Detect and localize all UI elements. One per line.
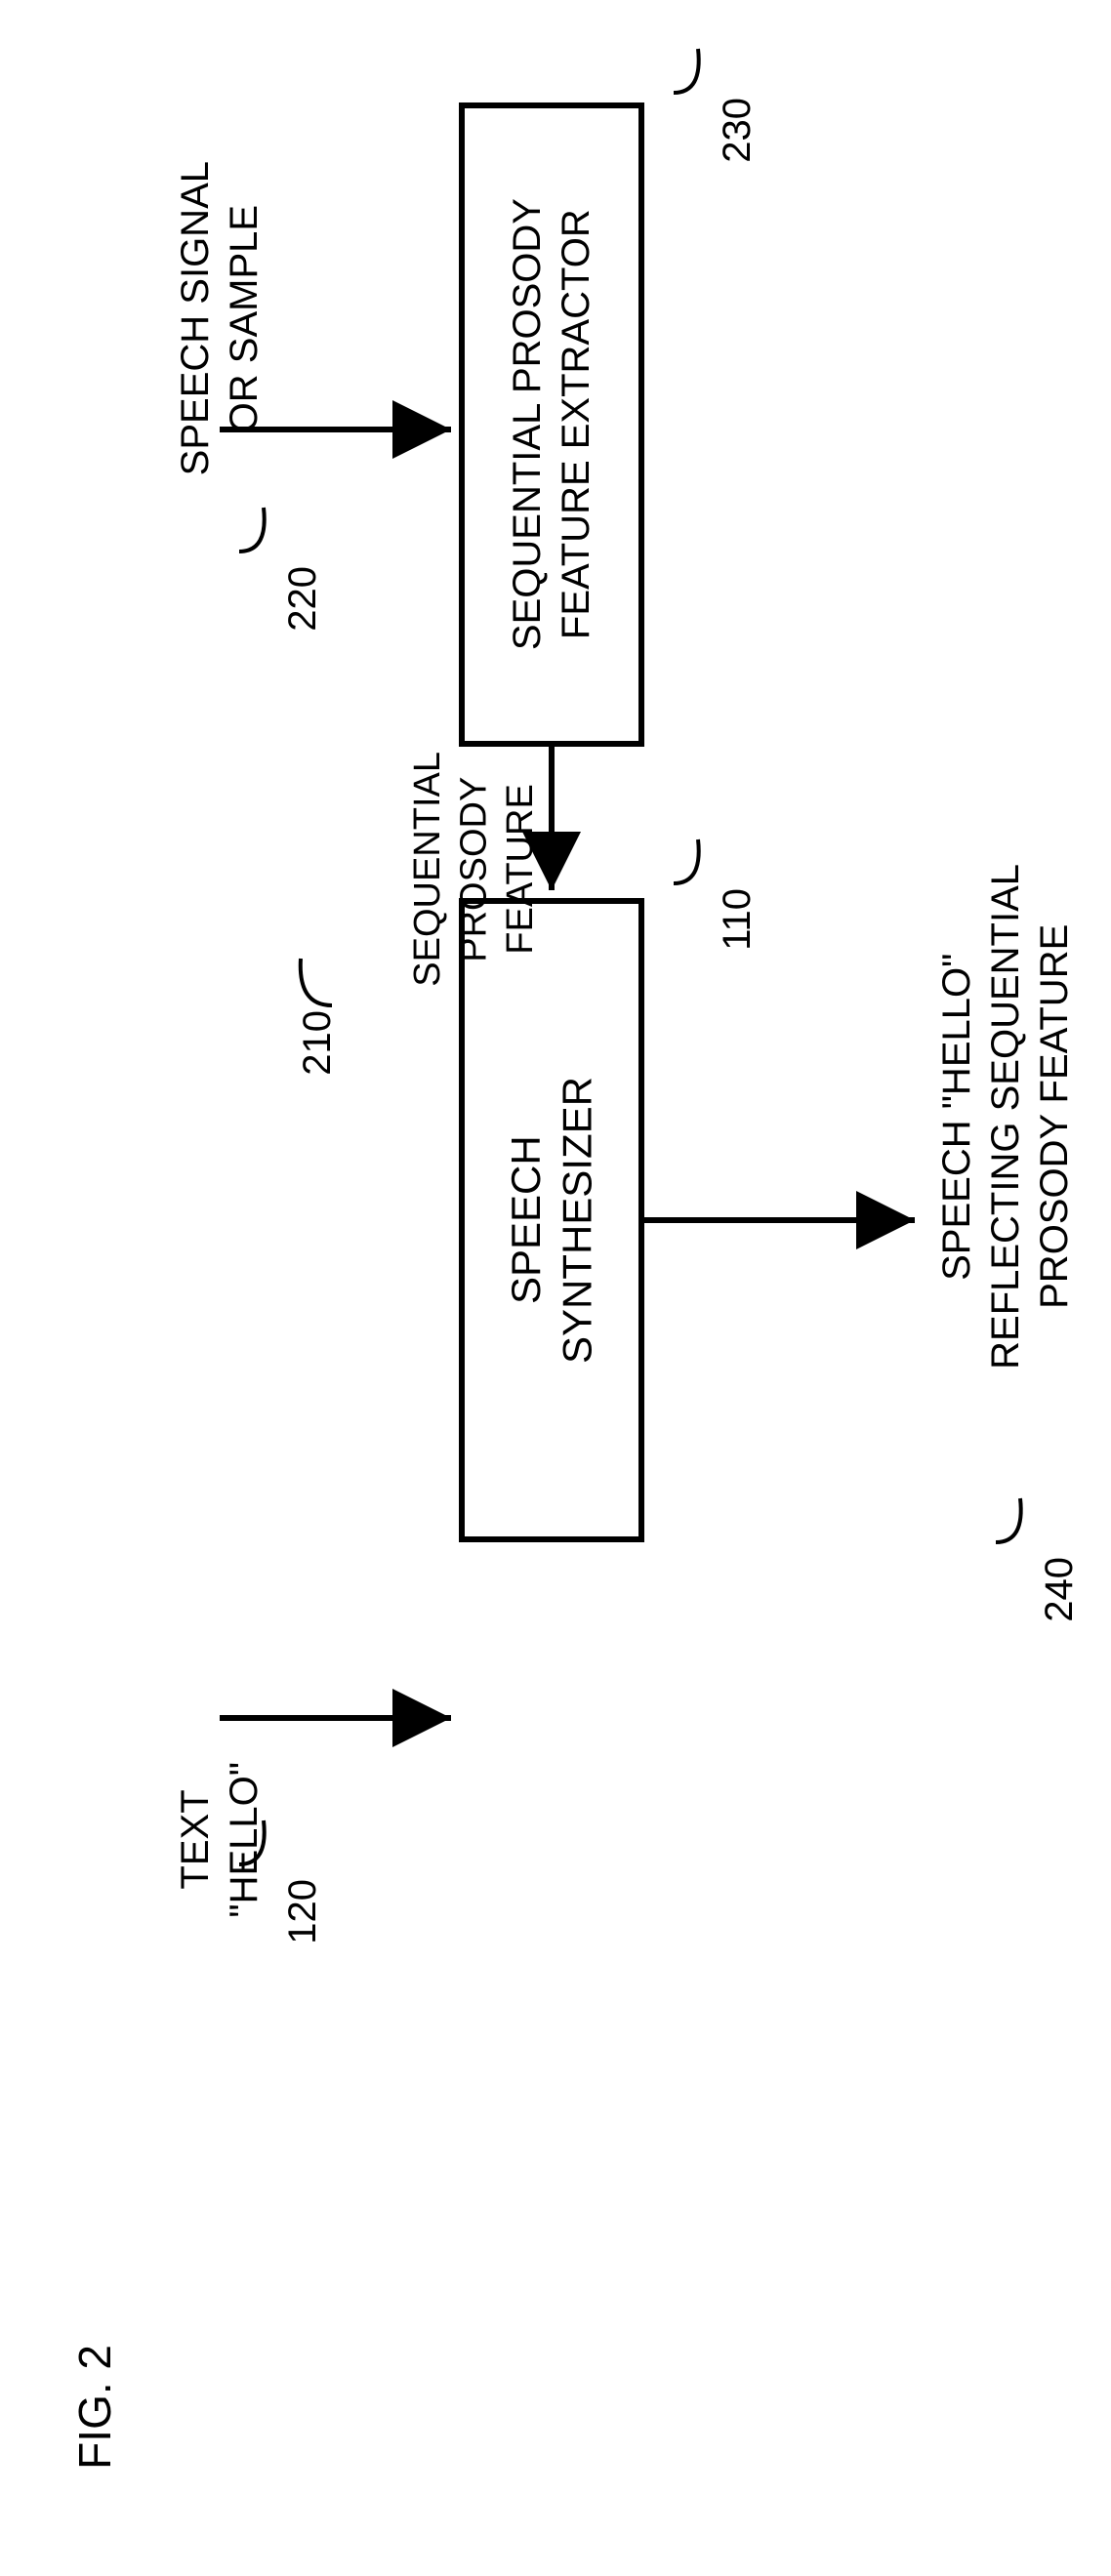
- ref-240: 240: [1035, 1557, 1084, 1622]
- ref-110: 110: [713, 888, 761, 951]
- figure-canvas: FIG. 2 SPEECH SYNTHESIZER SEQUENTIAL PRO…: [0, 0, 1111, 2576]
- hook-110: [674, 839, 699, 883]
- hook-220: [239, 508, 265, 552]
- figure-label-text: FIG. 2: [68, 2345, 121, 2470]
- feature-extractor-box: SEQUENTIAL PROSODY FEATURE EXTRACTOR: [459, 102, 644, 747]
- figure-label: FIG. 2: [68, 2345, 121, 2480]
- hook-230: [674, 49, 699, 93]
- ref-120: 120: [278, 1879, 327, 1944]
- hook-240: [996, 1498, 1021, 1542]
- ref-230: 230: [713, 98, 761, 163]
- ref-210: 210: [293, 1010, 342, 1076]
- text-input-text: TEXT "HELLO": [171, 1762, 268, 1918]
- output-label: SPEECH "HELLO" REFLECTING SEQUENTIAL PRO…: [932, 864, 1079, 1370]
- seq-feature-text: SEQUENTIAL PROSODY FEATURE: [405, 752, 545, 987]
- speech-signal-text: SPEECH SIGNAL OR SAMPLE: [171, 161, 268, 475]
- hook-210: [301, 959, 332, 1005]
- speech-synthesizer-label: SPEECH SYNTHESIZER: [501, 1077, 603, 1364]
- seq-feature-label: SEQUENTIAL PROSODY FEATURE: [405, 752, 545, 987]
- text-input-label: TEXT "HELLO": [171, 1762, 268, 1918]
- feature-extractor-label: SEQUENTIAL PROSODY FEATURE EXTRACTOR: [503, 198, 600, 650]
- speech-signal-label: SPEECH SIGNAL OR SAMPLE: [171, 161, 268, 475]
- speech-synthesizer-box: SPEECH SYNTHESIZER: [459, 898, 644, 1542]
- output-text: SPEECH "HELLO" REFLECTING SEQUENTIAL PRO…: [932, 864, 1079, 1370]
- ref-220: 220: [278, 566, 327, 632]
